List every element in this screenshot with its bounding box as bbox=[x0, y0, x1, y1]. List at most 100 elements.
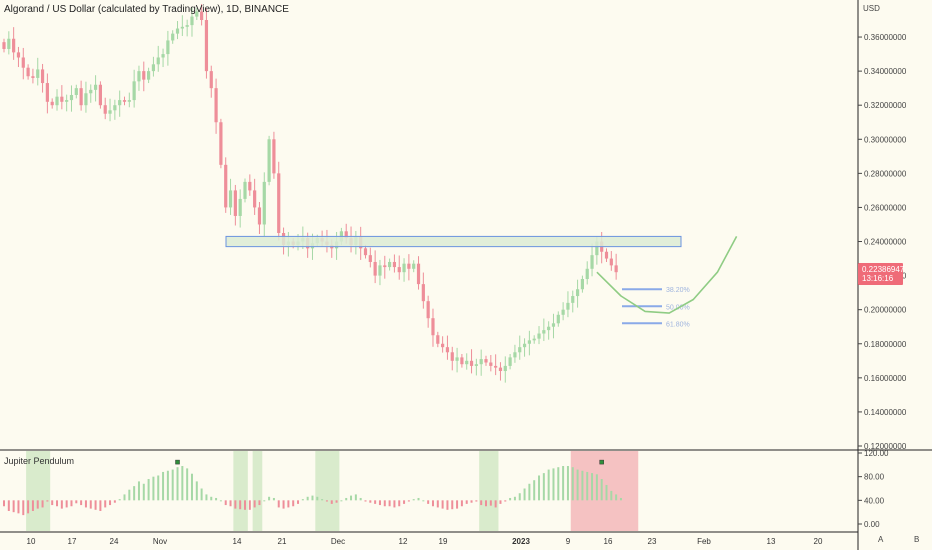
pendulum-bar bbox=[470, 500, 473, 503]
candle-body bbox=[79, 88, 83, 106]
candle-body bbox=[469, 360, 474, 366]
candle bbox=[503, 356, 507, 383]
candle-body bbox=[166, 40, 170, 55]
candle bbox=[219, 118, 223, 169]
pendulum-bar bbox=[75, 500, 78, 504]
candle bbox=[257, 201, 262, 235]
candle bbox=[460, 353, 464, 368]
pendulum-bar bbox=[89, 500, 92, 509]
candle bbox=[267, 135, 271, 186]
pendulum-bar bbox=[615, 494, 618, 501]
auto-scale-button[interactable]: A bbox=[878, 535, 884, 544]
candle-body bbox=[31, 76, 35, 78]
candle-body bbox=[566, 302, 570, 310]
pendulum-bar bbox=[456, 500, 459, 509]
candlestick-series bbox=[2, 3, 618, 383]
pendulum-bar bbox=[571, 467, 574, 501]
candle-body bbox=[209, 71, 213, 89]
candle bbox=[556, 311, 560, 327]
pendulum-bar bbox=[393, 500, 396, 508]
candle bbox=[113, 99, 117, 120]
candle-body bbox=[484, 359, 488, 363]
candle bbox=[12, 27, 16, 60]
candle-body bbox=[436, 335, 440, 344]
pendulum-bar bbox=[84, 500, 87, 508]
candle bbox=[243, 178, 247, 203]
candle bbox=[397, 255, 401, 280]
candle-body bbox=[441, 343, 445, 348]
indicator-tick-label: 0.00 bbox=[864, 520, 880, 529]
pendulum-bar bbox=[605, 484, 608, 501]
candle bbox=[373, 250, 377, 284]
pendulum-bar bbox=[538, 475, 541, 501]
pendulum-bar bbox=[27, 500, 30, 514]
pendulum-bar bbox=[485, 500, 487, 507]
candle-body bbox=[595, 241, 599, 256]
candle bbox=[89, 84, 93, 103]
time-tick-label: 21 bbox=[278, 537, 287, 546]
time-tick-label: 12 bbox=[399, 537, 408, 546]
candle bbox=[484, 355, 488, 366]
candle bbox=[378, 259, 382, 286]
time-tick-label: 23 bbox=[648, 537, 657, 546]
candle-body bbox=[412, 263, 416, 269]
candle bbox=[180, 15, 184, 37]
candle-body bbox=[142, 71, 146, 80]
candle bbox=[277, 161, 281, 241]
log-scale-button[interactable]: B bbox=[914, 535, 920, 544]
pendulum-bar bbox=[272, 497, 275, 501]
pendulum-bar bbox=[56, 500, 59, 507]
pendulum-bar bbox=[12, 500, 15, 513]
candle-body bbox=[388, 261, 392, 268]
pendulum-bar bbox=[200, 488, 203, 501]
pendulum-bar bbox=[123, 494, 126, 501]
pendulum-bar bbox=[619, 497, 622, 501]
pendulum-bar bbox=[297, 500, 300, 504]
pendulum-bar bbox=[403, 500, 406, 504]
pendulum-bar bbox=[258, 500, 261, 506]
pendulum-bar bbox=[229, 500, 232, 507]
candle bbox=[469, 349, 474, 374]
pendulum-bar bbox=[22, 500, 25, 516]
pendulum-bar bbox=[552, 468, 555, 501]
fib-level-label: 38.20% bbox=[666, 287, 690, 294]
pendulum-bar bbox=[46, 500, 49, 502]
candle bbox=[383, 255, 387, 279]
pendulum-bar bbox=[41, 500, 44, 508]
candle bbox=[580, 275, 584, 293]
candle bbox=[60, 85, 64, 110]
pendulum-bar bbox=[345, 497, 348, 501]
pendulum-bar bbox=[591, 473, 594, 501]
candle bbox=[547, 321, 551, 340]
candle-body bbox=[151, 64, 156, 72]
candle-body bbox=[267, 139, 271, 182]
candle bbox=[426, 295, 430, 328]
last-price-badge[interactable]: 0.22386947 13:16:16 bbox=[858, 263, 905, 286]
resistance-zone[interactable] bbox=[225, 235, 682, 248]
candle-body bbox=[455, 357, 459, 361]
indicator-tick-label: 40.00 bbox=[864, 496, 885, 505]
candle bbox=[566, 291, 570, 318]
pendulum-bar bbox=[388, 500, 391, 507]
candle-body bbox=[253, 190, 257, 208]
projection-curve[interactable] bbox=[596, 236, 738, 314]
candle bbox=[209, 65, 213, 98]
candle bbox=[50, 98, 54, 109]
candle bbox=[16, 46, 21, 68]
candle bbox=[69, 85, 74, 112]
pendulum-bar bbox=[542, 473, 545, 501]
pendulum-bar bbox=[321, 499, 324, 501]
pendulum-bar bbox=[340, 500, 343, 502]
candle bbox=[474, 358, 478, 376]
pendulum-bar bbox=[17, 500, 20, 514]
candle-body bbox=[113, 105, 117, 111]
pendulum-bar bbox=[547, 469, 550, 501]
candle-body bbox=[575, 289, 580, 297]
candle-body bbox=[219, 122, 223, 165]
candle-body bbox=[238, 198, 242, 216]
pendulum-bar bbox=[190, 473, 193, 501]
candle-body bbox=[233, 190, 237, 216]
candle-body bbox=[590, 255, 594, 269]
pendulum-bar bbox=[224, 500, 227, 506]
